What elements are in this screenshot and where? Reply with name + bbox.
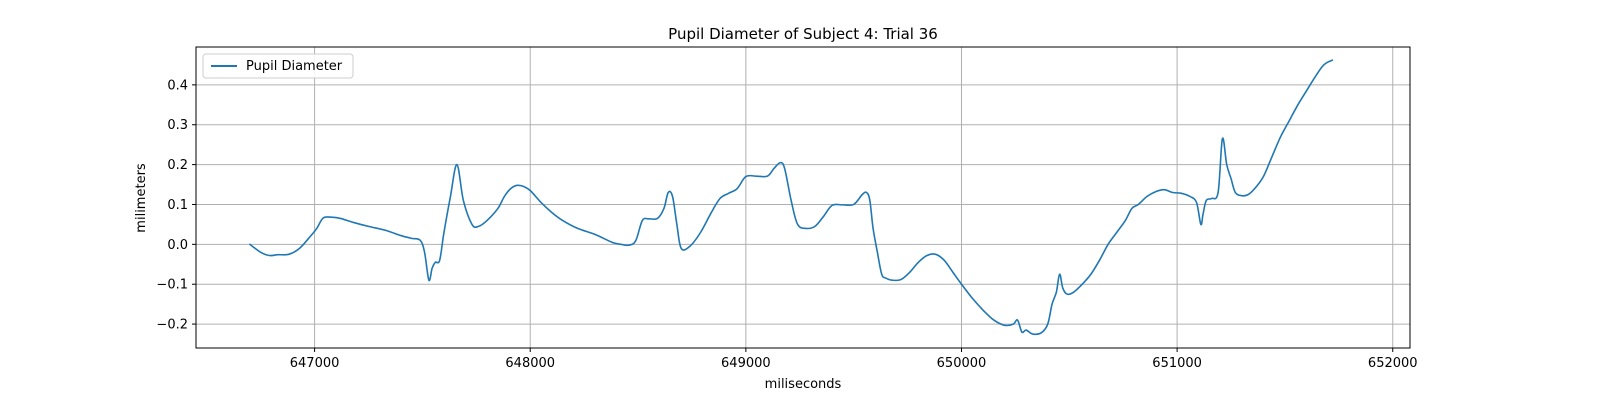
- x-axis-label: miliseconds: [765, 377, 842, 392]
- y-tick-label: 0.3: [167, 118, 188, 133]
- x-tick-label: 650000: [937, 356, 987, 371]
- y-tick-label: −0.1: [156, 278, 188, 293]
- ticks-layer: 647000 648000 649000 650000 651000 652000 −0.2…: [156, 78, 1417, 371]
- y-tick-label: 0.2: [167, 158, 188, 173]
- y-axis-label: milimeters: [134, 163, 149, 233]
- legend-label: Pupil Diameter: [246, 59, 343, 74]
- y-tick-label: 0.4: [167, 78, 188, 93]
- y-tick-label: −0.2: [156, 318, 188, 333]
- series-layer: [249, 59, 1334, 336]
- grid-layer: [196, 47, 1410, 348]
- legend-box: [202, 53, 354, 79]
- y-tick-label: 0.1: [167, 198, 188, 213]
- plot-area-frame: [195, 46, 1411, 349]
- x-tick-label: 652000: [1368, 356, 1418, 371]
- x-tick-label: 647000: [290, 356, 340, 371]
- x-tick-label: 649000: [721, 356, 771, 371]
- chart-title: Pupil Diameter of Subject 4: Trial 36: [668, 25, 938, 43]
- y-tick-label: 0.0: [167, 238, 188, 253]
- legend: Pupil Diameter: [202, 53, 354, 79]
- series-line-pupil-diameter: [249, 59, 1334, 336]
- x-tick-label: 651000: [1152, 356, 1202, 371]
- x-tick-label: 648000: [505, 356, 555, 371]
